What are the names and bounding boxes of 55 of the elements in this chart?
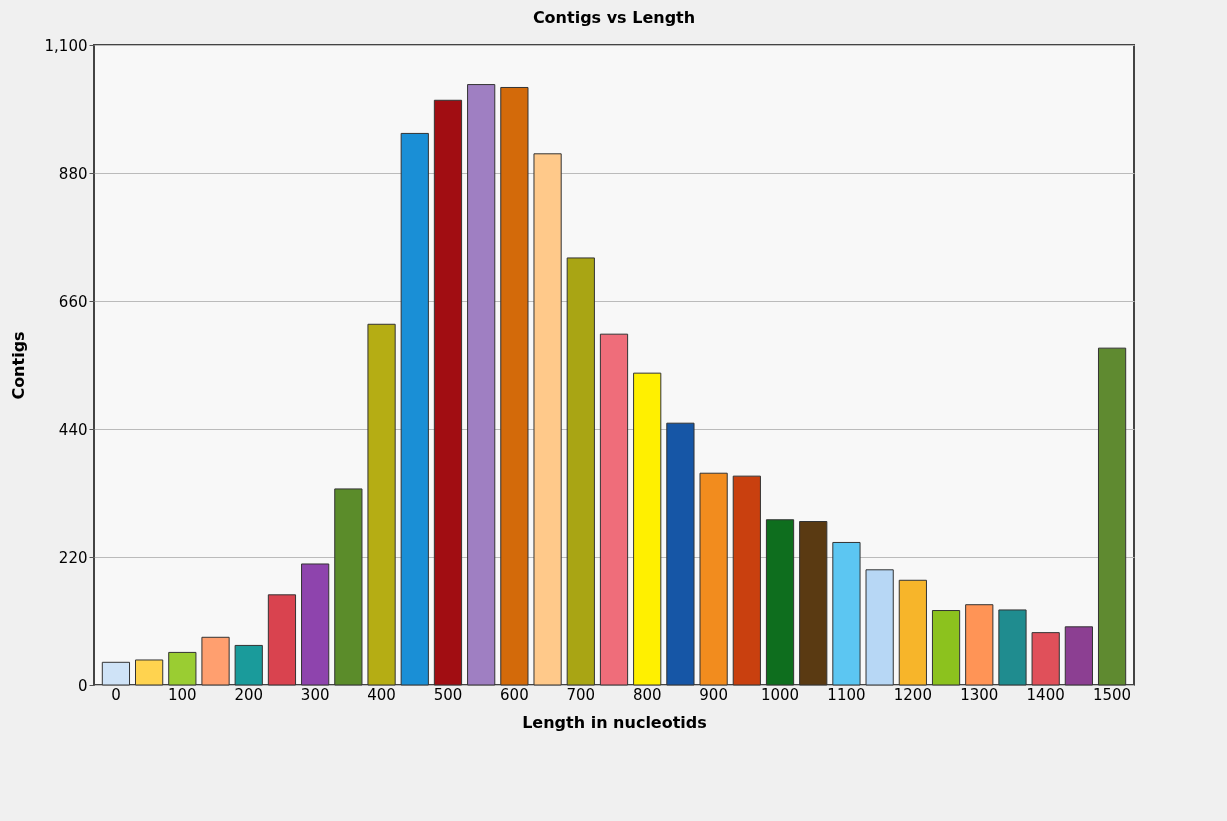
bar bbox=[799, 521, 828, 686]
bar bbox=[101, 661, 131, 686]
bar bbox=[168, 651, 197, 686]
x-tick-label: 1300 bbox=[960, 685, 999, 704]
bar bbox=[267, 594, 297, 686]
bar bbox=[500, 86, 529, 686]
bar bbox=[732, 475, 761, 686]
bar bbox=[599, 333, 629, 686]
x-tick-label: 700 bbox=[566, 685, 596, 704]
y-tick-label: 1,100 bbox=[44, 36, 88, 55]
bar bbox=[931, 610, 961, 686]
bar bbox=[533, 153, 562, 686]
y-tick-label: 440 bbox=[58, 420, 88, 439]
x-tick-label: 200 bbox=[234, 685, 264, 704]
bar bbox=[1097, 347, 1127, 686]
x-tick-label: 100 bbox=[168, 685, 197, 704]
x-tick-label: 1500 bbox=[1092, 685, 1132, 704]
bar bbox=[965, 604, 994, 686]
y-axis-title: Contigs bbox=[8, 331, 28, 400]
bar bbox=[832, 541, 861, 686]
x-tick-label: 1100 bbox=[827, 685, 866, 704]
bar bbox=[765, 519, 795, 686]
bar bbox=[1031, 632, 1060, 686]
bar bbox=[334, 488, 363, 686]
bar bbox=[898, 579, 927, 686]
bar bbox=[400, 132, 429, 686]
x-tick-label: 300 bbox=[300, 685, 330, 704]
x-tick-label: 1400 bbox=[1026, 685, 1065, 704]
bar bbox=[135, 659, 164, 686]
bar bbox=[699, 472, 728, 686]
x-axis-title: Length in nucleotids bbox=[522, 712, 707, 732]
bar bbox=[666, 422, 695, 686]
bar bbox=[234, 644, 263, 686]
y-tick-label: 220 bbox=[58, 548, 88, 567]
bar bbox=[367, 323, 396, 686]
bar bbox=[1064, 626, 1093, 686]
bar bbox=[467, 84, 496, 686]
x-tick-label: 1200 bbox=[893, 685, 932, 704]
bar bbox=[865, 569, 894, 686]
bar bbox=[201, 636, 230, 686]
bar bbox=[433, 99, 463, 686]
chart-title: Contigs vs Length bbox=[532, 8, 696, 27]
bar bbox=[301, 563, 330, 686]
y-tick-label: 660 bbox=[58, 292, 88, 311]
x-tick-label: 800 bbox=[632, 685, 662, 704]
x-tick-label: 600 bbox=[500, 685, 529, 704]
bar bbox=[998, 609, 1027, 686]
x-tick-label: 900 bbox=[699, 685, 728, 704]
x-tick-label: 0 bbox=[111, 685, 121, 704]
bar bbox=[566, 257, 595, 686]
x-tick-label: 500 bbox=[433, 685, 463, 704]
bar bbox=[633, 372, 662, 686]
y-tick-label: 880 bbox=[58, 164, 88, 183]
x-tick-label: 1000 bbox=[760, 685, 800, 704]
x-tick-label: 400 bbox=[367, 685, 396, 704]
